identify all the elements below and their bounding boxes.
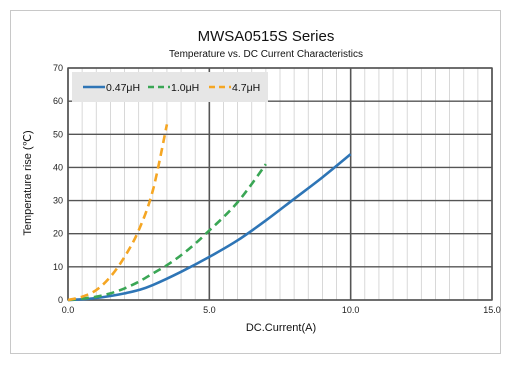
y-tick-label: 30 (53, 196, 63, 206)
legend-label-1: 1.0μH (171, 82, 199, 94)
chart-svg: MWSA0515S Series Temperature vs. DC Curr… (22, 28, 501, 334)
y-tick-label: 40 (53, 162, 63, 172)
series-line-2 (67, 124, 169, 302)
grid (67, 67, 493, 301)
axes: 0 10 20 30 40 50 60 70 0.0 5.0 10.0 15.0 (53, 63, 501, 315)
x-tick-label: 5.0 (203, 305, 216, 315)
y-tick-label: 20 (53, 229, 63, 239)
x-axis-label: DC.Current(A) (246, 322, 316, 334)
x-tick-label: 0.0 (62, 305, 75, 315)
y-axis-label: Temperature rise (℃) (22, 130, 34, 235)
plot-border (67, 67, 493, 301)
legend-label-2: 4.7μH (232, 82, 260, 94)
chart-title: MWSA0515S Series (198, 28, 335, 45)
y-tick-label: 60 (53, 96, 63, 106)
y-tick-label: 10 (53, 262, 63, 272)
y-tick-label: 50 (53, 129, 63, 139)
series-line-0 (67, 153, 352, 302)
chart-subtitle: Temperature vs. DC Current Characteristi… (169, 49, 363, 60)
y-tick-label: 70 (53, 63, 63, 73)
series-group (67, 124, 352, 302)
x-tick-label: 15.0 (483, 305, 501, 315)
chart-frame: MWSA0515S Series Temperature vs. DC Curr… (10, 10, 501, 354)
legend-label-0: 0.47μH (106, 82, 140, 94)
x-tick-label: 10.0 (342, 305, 360, 315)
y-tick-label: 0 (58, 295, 63, 305)
series-line-1 (67, 163, 267, 302)
legend: 0.47μH 1.0μH 4.7μH (72, 72, 268, 102)
